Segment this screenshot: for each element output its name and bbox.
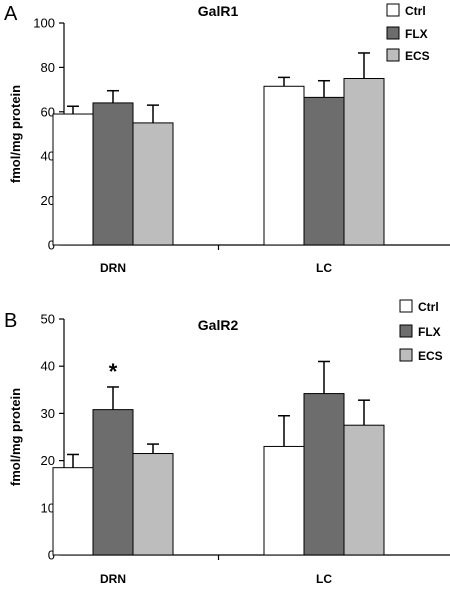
y-tick-label: 30 — [41, 406, 55, 421]
y-tick-label: 0 — [48, 238, 55, 253]
bar-ecs-drn — [132, 453, 174, 556]
legend-swatch — [386, 26, 400, 40]
legend-swatch — [386, 48, 400, 62]
bar-ctrl-drn — [52, 113, 94, 246]
panel-letter: B — [4, 310, 17, 332]
bar-ecs-lc — [343, 78, 385, 246]
chart-panel-B: B GalR2 fmol/mg protein 0 10 20 30 40 50 DRN LC * Ct… — [4, 299, 450, 586]
chart-title: GalR2 — [198, 317, 239, 333]
y-tick-label: 80 — [41, 60, 55, 75]
chart-title: GalR1 — [198, 3, 239, 19]
category-label: LC — [316, 572, 332, 586]
category-label: DRN — [100, 261, 126, 275]
bar-ctrl-lc — [263, 85, 305, 246]
y-tick-label: 100 — [33, 16, 55, 31]
y-tick-label: 40 — [41, 359, 55, 374]
y-tick-label: 0 — [48, 548, 55, 563]
panel-letter: A — [4, 3, 18, 25]
y-axis-label: fmol/mg protein — [8, 388, 23, 486]
category-label: DRN — [100, 572, 126, 586]
legend-label: FLX — [418, 325, 441, 339]
legend-swatch — [399, 324, 413, 338]
y-tick-label: 60 — [41, 104, 55, 119]
legend-label: Ctrl — [405, 4, 426, 18]
legend-label: ECS — [405, 49, 430, 63]
y-tick-label: 10 — [41, 500, 55, 515]
y-tick-label: 40 — [41, 149, 55, 164]
category-label: LC — [316, 261, 332, 275]
bar-flx-lc — [303, 96, 345, 246]
bar-ctrl-lc — [263, 445, 305, 556]
legend-label: FLX — [405, 27, 428, 41]
y-tick-label: 20 — [41, 193, 55, 208]
bar-flx-lc — [303, 393, 345, 556]
legend-swatch — [399, 348, 413, 362]
y-tick-label: 20 — [41, 453, 55, 468]
bar-flx-drn — [92, 102, 134, 246]
bar-ecs-lc — [343, 424, 385, 556]
legend-swatch — [386, 3, 400, 17]
y-tick-label: 50 — [41, 312, 55, 327]
y-axis-label: fmol/mg protein — [8, 85, 23, 183]
bar-ctrl-drn — [52, 467, 94, 556]
bar-flx-drn — [92, 409, 134, 556]
legend-label: ECS — [418, 349, 443, 363]
bar-ecs-drn — [132, 122, 174, 246]
legend-swatch — [399, 299, 413, 313]
chart-panel-A: A GalR1 fmol/mg protein 0 20 40 60 80 100 DRN LC Ct… — [4, 3, 450, 275]
legend-label: Ctrl — [418, 300, 439, 314]
significance-marker: * — [109, 359, 118, 384]
